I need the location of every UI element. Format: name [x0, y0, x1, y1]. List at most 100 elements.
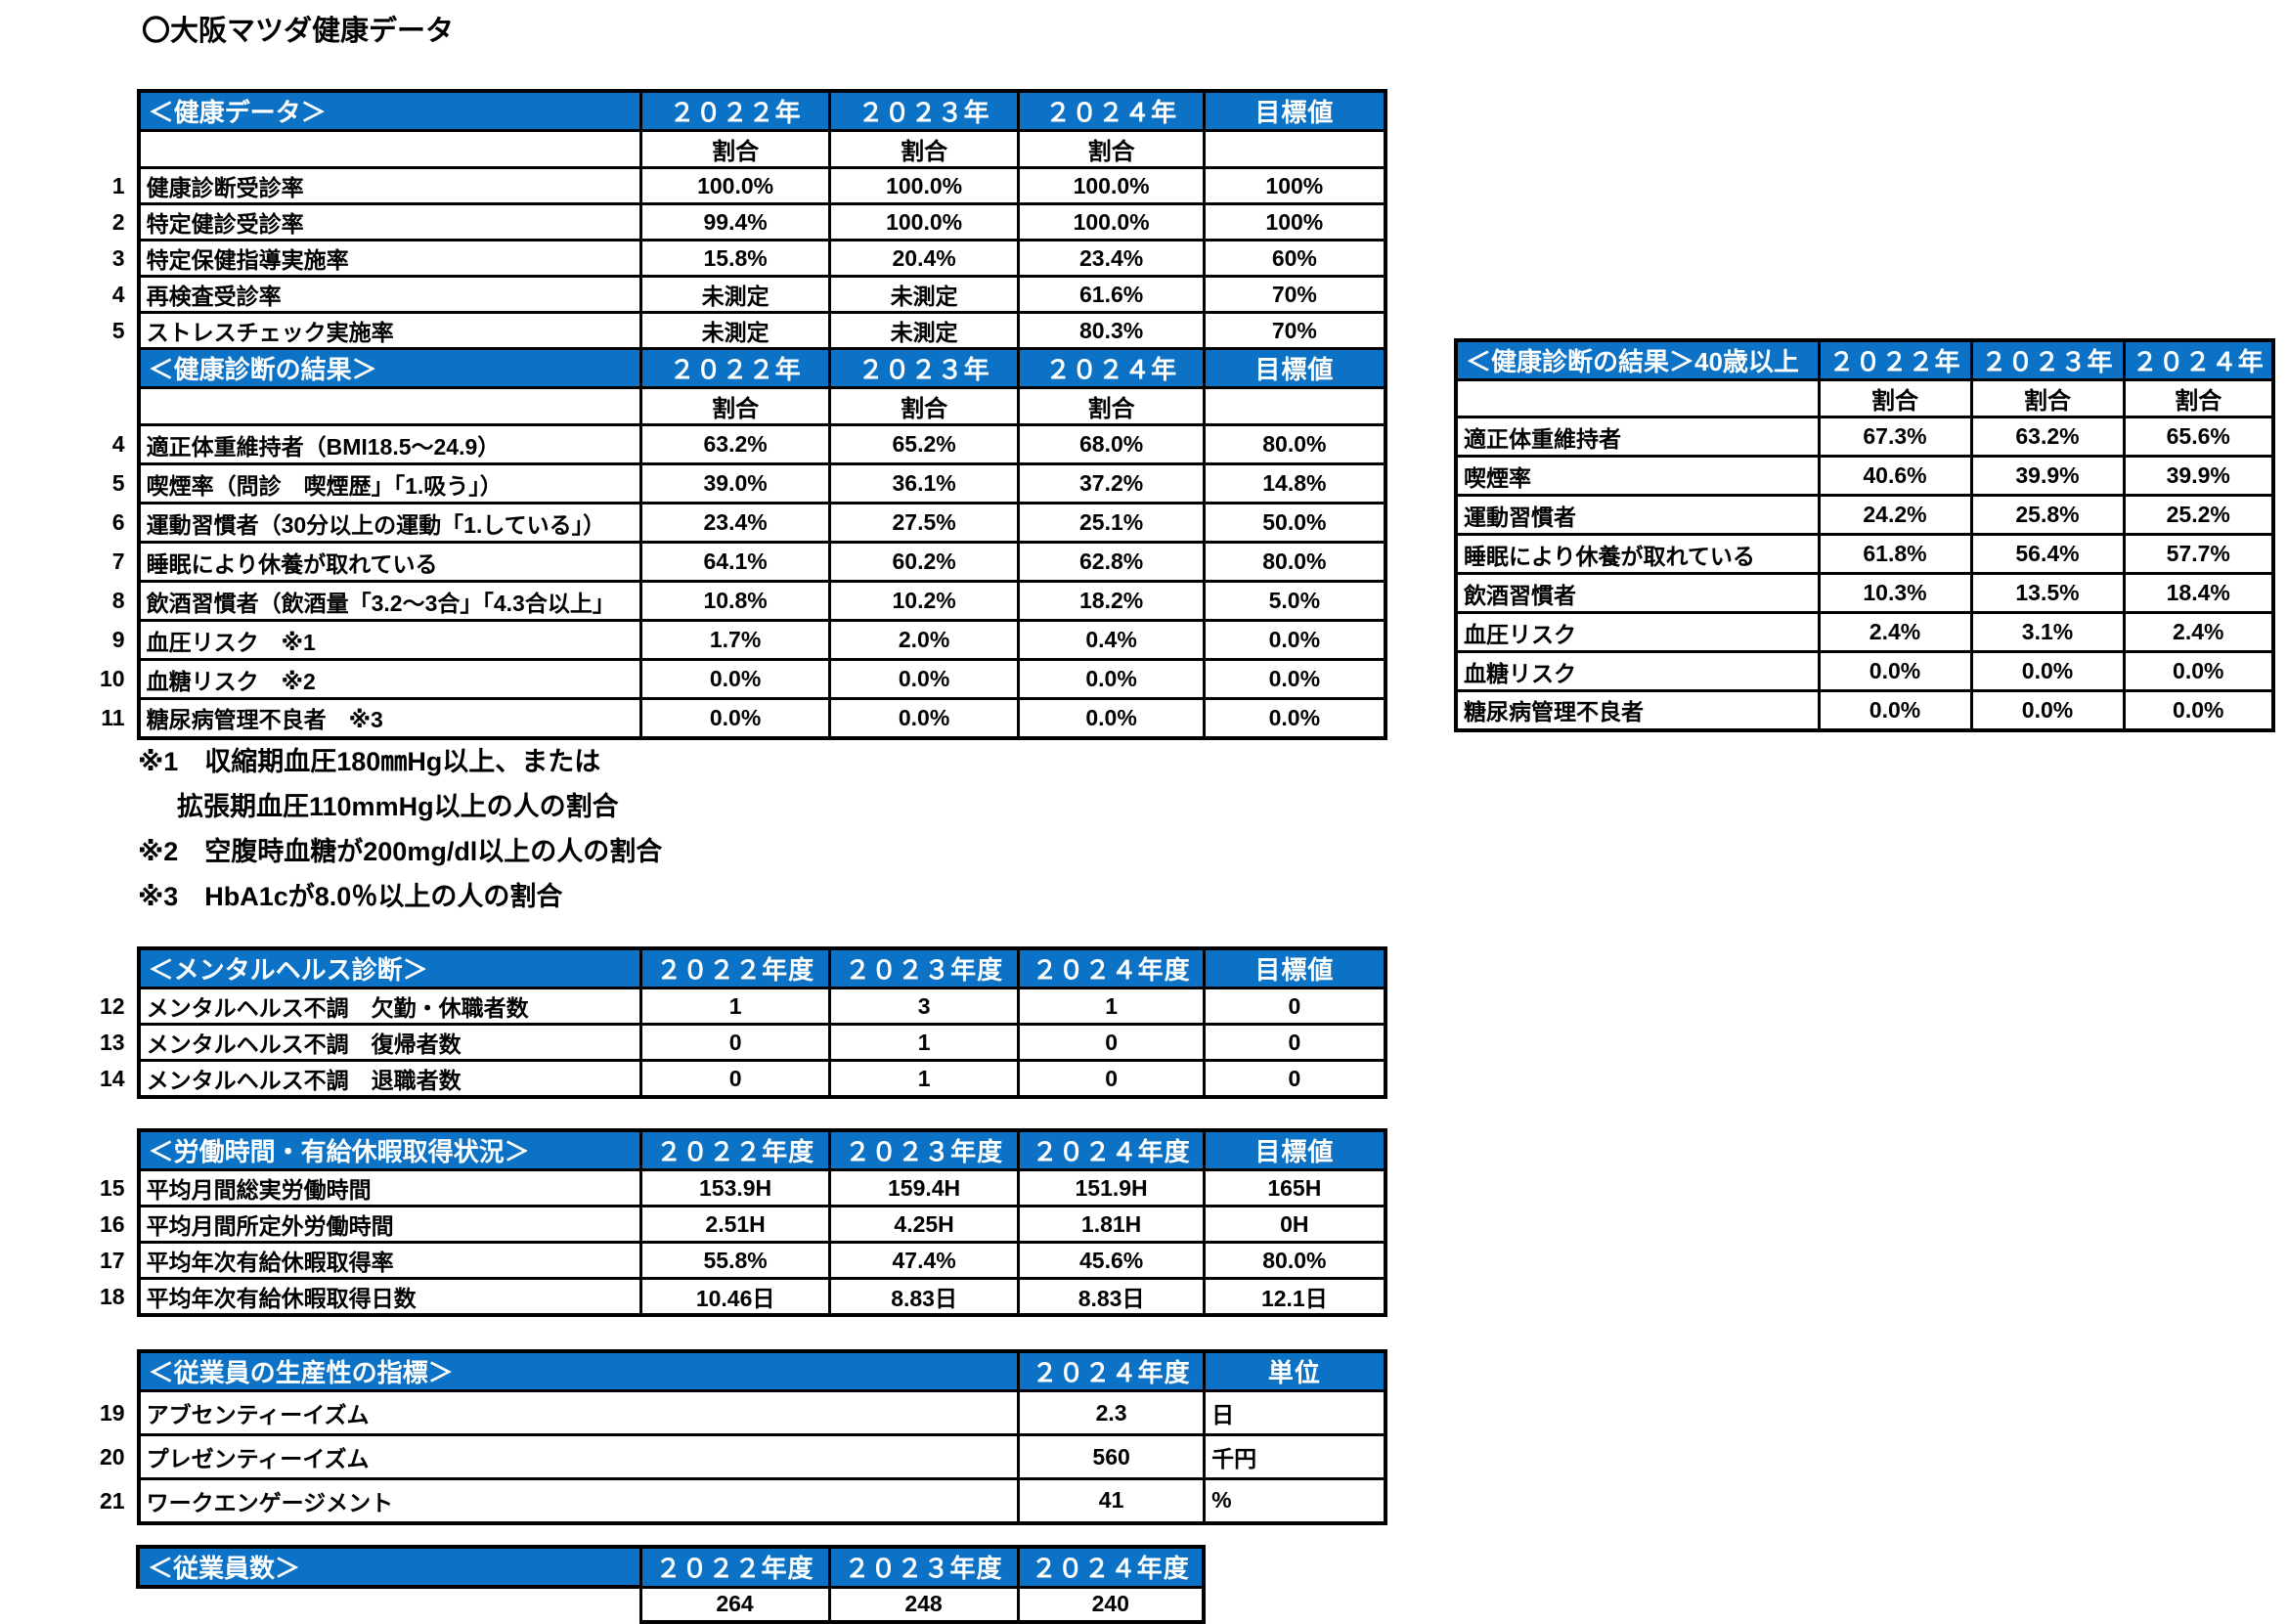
value-cell: 68.0%	[1017, 423, 1207, 465]
column-header-2024: ２０２４年度	[1017, 1349, 1207, 1392]
unit-cell: 日	[1203, 1389, 1387, 1436]
value-cell: 14.8%	[1203, 462, 1387, 505]
headcount-table: ＜従業員数＞ ２０２２年度 ２０２３年度 ２０２４年度 264 248 240	[94, 1545, 1206, 1624]
value-cell: 3.1%	[1969, 611, 2126, 653]
value-cell: 2.51H	[639, 1205, 832, 1244]
value-cell: 0.0%	[1817, 689, 1973, 732]
health-data-header: ＜健康データ＞ ２０２２年 ２０２３年 ２０２４年 目標値 割合 割合 割合	[94, 89, 1387, 169]
value-cell: 20.4%	[828, 239, 1021, 278]
value-cell: 62.8%	[1017, 541, 1207, 583]
footnote-1-line2: 拡張期血圧110mmHg以上の人の割合	[177, 792, 619, 821]
empty-cell	[136, 386, 643, 426]
value-cell: 0.0%	[2122, 689, 2275, 732]
footnotes: ※1 収縮期血圧180㎜Hg以上、または 拡張期血圧110mmHg以上の人の割合…	[138, 739, 662, 919]
value-cell: 60.2%	[828, 541, 1021, 583]
table-row: 5 喫煙率（問診 喫煙歴」「1.吸う」） 39.0% 36.1% 37.2% 14.8%	[94, 462, 1387, 505]
value-cell: 151.9H	[1017, 1168, 1207, 1207]
footnote-3: ※3 HbA1cが8.0％以上の人の割合	[138, 882, 563, 911]
unit-cell: 千円	[1203, 1433, 1387, 1480]
health-data-body: 1 健康診断受診率 100.0% 100.0% 100.0% 100% 2 特定健診受診率 99…	[94, 166, 1387, 350]
column-header-2023: ２０２３年	[828, 89, 1021, 132]
value-cell: 2.3	[1017, 1389, 1207, 1436]
row-number: 3	[111, 244, 125, 271]
table-title: ＜健康診断の結果＞	[136, 347, 643, 389]
value-cell: 13.5%	[1969, 572, 2126, 614]
value-cell: 0H	[1203, 1205, 1387, 1244]
value-cell: 12.1日	[1203, 1277, 1387, 1317]
column-header-2023: ２０２３年度	[828, 1128, 1021, 1171]
column-header-target: 目標値	[1203, 347, 1387, 389]
table-row: 糖尿病管理不良者 0.0% 0.0% 0.0%	[1454, 689, 2275, 732]
row-number: 9	[111, 627, 125, 652]
table-row: 適正体重維持者 67.3% 63.2% 65.6%	[1454, 416, 2275, 458]
value-cell: 0	[639, 1059, 832, 1099]
row-label: 平均年次有給休暇取得率	[136, 1241, 643, 1280]
value-cell: 100.0%	[639, 166, 832, 205]
table-row: ＜メンタルヘルス診断＞ ２０２２年度 ２０２３年度 ２０２４年度 目標値	[94, 946, 1387, 989]
value-cell: 56.4%	[1969, 533, 2126, 575]
mental-health-table: ＜メンタルヘルス診断＞ ２０２２年度 ２０２３年度 ２０２４年度 目標値 12 メ…	[94, 946, 1387, 1099]
table-row: ＜従業員の生産性の指標＞ ２０２４年度 単位	[94, 1349, 1387, 1392]
row-label: メンタルヘルス不調 復帰者数	[136, 1023, 643, 1062]
value-cell: 1.81H	[1017, 1205, 1207, 1244]
value-cell: 0.0%	[1017, 658, 1207, 700]
ratio-subheader: 割合	[639, 129, 832, 169]
column-header-target: 目標値	[1203, 946, 1387, 989]
row-label: 運動習慣者（30分以上の運動「1.している」）	[136, 502, 643, 544]
value-cell: 0	[1203, 1059, 1387, 1099]
row-label: 糖尿病管理不良者 ※3	[136, 697, 643, 740]
table-row: 6 運動習慣者（30分以上の運動「1.している」） 23.4% 27.5% 25.1% 5…	[94, 502, 1387, 544]
value-cell: 61.8%	[1817, 533, 1973, 575]
row-number: 11	[101, 705, 125, 730]
table-row: 血圧リスク 2.4% 3.1% 2.4%	[1454, 611, 2275, 653]
value-cell: 10.3%	[1817, 572, 1973, 614]
row-label: 特定保健指導実施率	[136, 239, 643, 278]
row-number: 8	[111, 588, 125, 613]
row-label: 血糖リスク	[1454, 650, 1821, 692]
row-number: 12	[100, 992, 125, 1019]
table-row: 割合 割合 割合	[94, 386, 1387, 426]
column-header-2023: ２０２３年度	[827, 1545, 1020, 1589]
table-title: ＜従業員の生産性の指標＞	[136, 1349, 1021, 1392]
row-label: 飲酒習慣者	[1454, 572, 1821, 614]
table-row: 血糖リスク 0.0% 0.0% 0.0%	[1454, 650, 2275, 692]
value-cell: 80.0%	[1203, 541, 1387, 583]
row-number: 2	[111, 208, 125, 235]
value-cell: 100.0%	[828, 202, 1021, 241]
value-cell: 63.2%	[1969, 416, 2126, 458]
table-row: ＜健康診断の結果＞40歳以上 ２０２２年 ２０２３年 ２０２４年	[1454, 338, 2275, 381]
table-row: 9 血圧リスク ※1 1.7% 2.0% 0.4% 0.0%	[94, 619, 1387, 661]
row-number-spacer	[94, 349, 139, 388]
value-cell: 39.9%	[2122, 455, 2275, 497]
empty-cell	[1203, 129, 1387, 169]
column-header-2022: ２０２２年	[639, 347, 832, 389]
column-header-2024: ２０２４年度	[1016, 1545, 1206, 1589]
productivity-table: ＜従業員の生産性の指標＞ ２０２４年度 単位 19 アブセンティーイズム 2.3 日 2…	[94, 1349, 1387, 1525]
value-cell: 10.2%	[828, 580, 1021, 622]
value-cell: 100.0%	[828, 166, 1021, 205]
value-cell: 0.0%	[1203, 658, 1387, 700]
value-cell: 5.0%	[1203, 580, 1387, 622]
row-number: 4	[111, 431, 125, 457]
checkup-header: ＜健康診断の結果＞ ２０２２年 ２０２３年 ２０２４年 目標値 割合 割合 割合	[94, 347, 1387, 426]
column-header-2024: ２０２４年	[1017, 347, 1207, 389]
value-cell: 64.1%	[639, 541, 832, 583]
table-row: 21 ワークエンゲージメント 41%	[94, 1477, 1387, 1525]
table-row: ＜従業員数＞ ２０２２年度 ２０２３年度 ２０２４年度	[94, 1545, 1206, 1589]
table-row: 10 血糖リスク ※2 0.0% 0.0% 0.0% 0.0%	[94, 658, 1387, 700]
row-number: 6	[111, 509, 125, 535]
value-cell: 41	[1017, 1477, 1207, 1525]
value-cell: 80.0%	[1203, 423, 1387, 465]
row-number-spacer	[94, 1351, 139, 1391]
value-cell: 63.2%	[639, 423, 832, 465]
row-label: 平均年次有給休暇取得日数	[136, 1277, 643, 1317]
value-cell: 25.2%	[2122, 494, 2275, 536]
value-cell: 24.2%	[1817, 494, 1973, 536]
value-cell: 1	[639, 987, 832, 1026]
checkup-over40-table: ＜健康診断の結果＞40歳以上 ２０２２年 ２０２３年 ２０２４年 割合 割合 割…	[1454, 338, 2275, 732]
value-cell: 70%	[1203, 275, 1387, 314]
table-row: 7 睡眠により休養が取れている 64.1% 60.2% 62.8% 80.0%	[94, 541, 1387, 583]
row-label: 適正体重維持者（BMI18.5～24.9）	[136, 423, 643, 465]
worktime-table: ＜労働時間・有給休暇取得状況＞ ２０２２年度 ２０２３年度 ２０２４年度 目標値…	[94, 1128, 1387, 1317]
worktime-header: ＜労働時間・有給休暇取得状況＞ ２０２２年度 ２０２３年度 ２０２４年度 目標値	[94, 1128, 1387, 1171]
